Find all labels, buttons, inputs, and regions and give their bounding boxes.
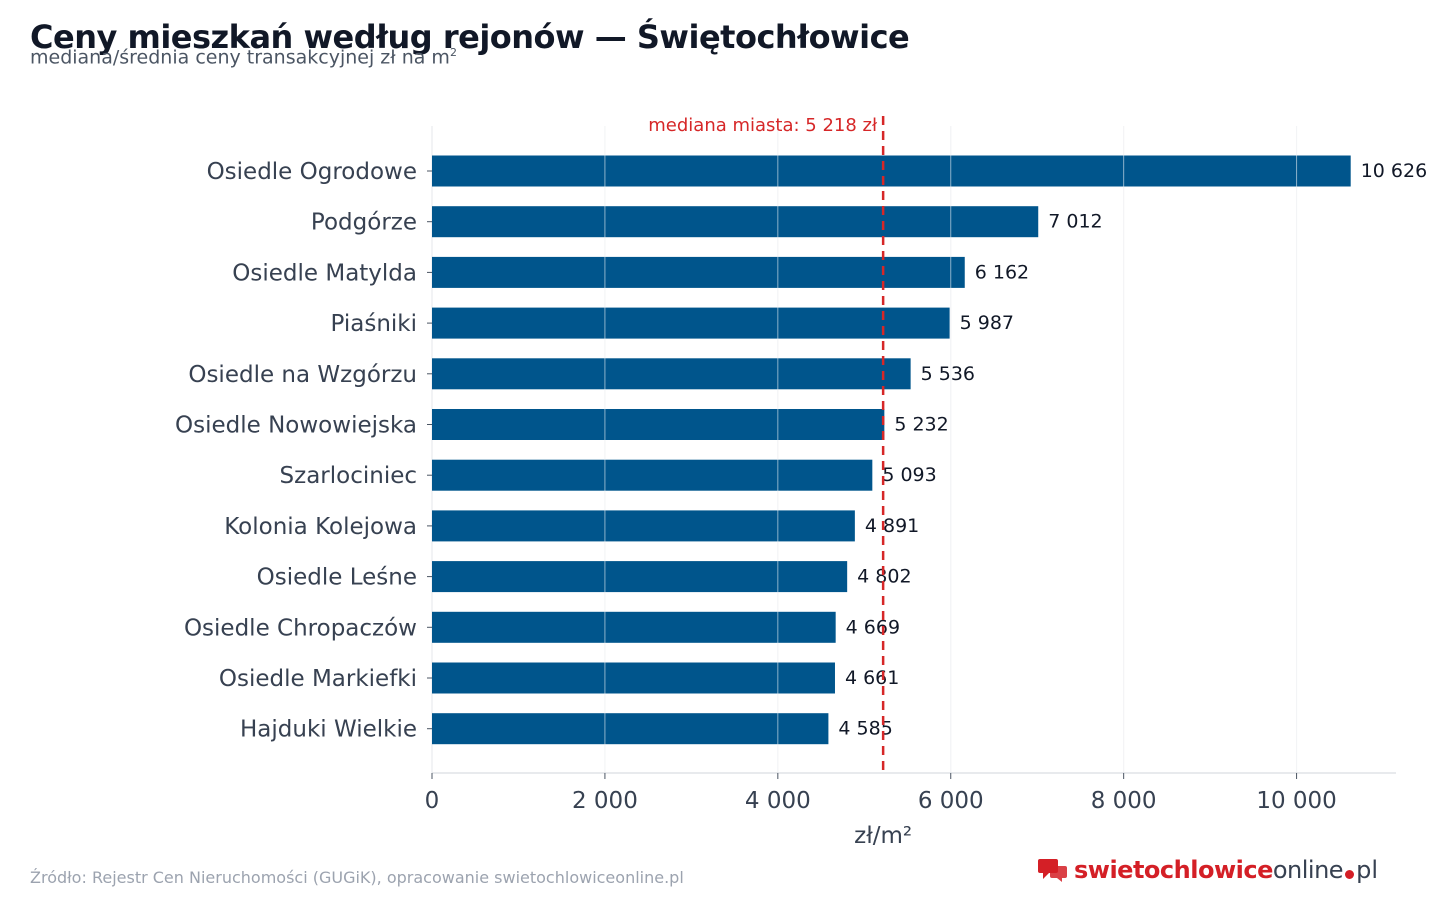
category-label: Piaśniki — [330, 311, 417, 337]
chart-title: Ceny mieszkań według rejonów — Świętochł… — [30, 18, 910, 56]
category-label: Hajduki Wielkie — [240, 717, 417, 743]
value-label: 5 232 — [894, 414, 948, 436]
x-tick-label: 0 — [425, 788, 440, 814]
category-label: Osiedle Markiefki — [219, 666, 417, 692]
value-labels: 10 626 7 012 6 162 5 987 5 536 5 232 5 093 4 89… — [838, 160, 1427, 740]
value-label: 4 661 — [845, 667, 899, 689]
y-axis-labels: Osiedle Ogrodowe Podgórze Osiedle Matylda P… — [175, 159, 432, 743]
chat-bubbles-icon — [1038, 859, 1067, 882]
category-label: Szarlociniec — [280, 463, 417, 489]
category-label: Osiedle Matylda — [232, 260, 417, 286]
source-note: Źródło: Rejestr Cen Nieruchomości (GUGiK… — [30, 868, 684, 887]
bar — [432, 409, 885, 440]
site-logo: swietochlowice online pl — [1038, 852, 1378, 888]
x-tick-label: 6 000 — [918, 788, 984, 814]
value-label: 4 669 — [846, 616, 900, 638]
bar — [432, 358, 911, 390]
bar — [432, 155, 1351, 187]
x-tick-label: 4 000 — [745, 788, 811, 814]
logo-text-online: online — [1272, 856, 1344, 884]
chart-subtitle-text: mediana/średnia ceny transakcyjnej zł na… — [30, 46, 450, 69]
value-label: 4 585 — [838, 718, 892, 740]
category-label: Osiedle Ogrodowe — [207, 159, 417, 185]
value-label: 5 987 — [960, 312, 1014, 334]
value-label: 6 162 — [975, 261, 1029, 283]
x-tick-label: 2 000 — [572, 788, 638, 814]
reference-line-label: mediana miasta: 5 218 zł — [648, 115, 878, 136]
category-label: Podgórze — [311, 210, 417, 236]
bar — [432, 561, 848, 593]
logo-text-tld: pl — [1356, 856, 1378, 884]
bar — [432, 256, 965, 288]
logo-text-main: swietochlowice — [1074, 856, 1273, 884]
x-axis: 0 2 000 4 000 6 000 8 000 10 000 zł/m² — [425, 772, 1396, 849]
category-label: Osiedle Leśne — [257, 565, 417, 591]
reference-line-group: mediana miasta: 5 218 zł — [648, 115, 885, 773]
bar — [432, 307, 950, 339]
category-label: Osiedle na Wzgórzu — [188, 362, 417, 388]
bar — [432, 510, 855, 542]
x-tick-label: 10 000 — [1256, 788, 1336, 814]
bar — [432, 206, 1039, 238]
value-label: 7 012 — [1048, 211, 1102, 233]
value-label: 4 891 — [865, 515, 919, 537]
bar — [432, 459, 873, 491]
x-axis-title: zł/m² — [854, 823, 912, 849]
value-label: 5 536 — [921, 363, 975, 385]
x-tick-label: 8 000 — [1091, 788, 1157, 814]
bar — [432, 662, 835, 694]
chart-subtitle: mediana/średnia ceny transakcyjnej zł na… — [30, 46, 457, 68]
logo-dot — [1345, 869, 1355, 879]
bar — [432, 713, 829, 745]
category-label: Osiedle Nowowiejska — [175, 413, 417, 439]
value-label: 5 093 — [882, 464, 936, 486]
category-label: Osiedle Chropaczów — [184, 615, 417, 641]
bar — [432, 611, 836, 643]
value-label: 4 802 — [857, 566, 911, 588]
bars — [432, 126, 1351, 773]
value-label: 10 626 — [1361, 160, 1427, 182]
chart-subtitle-sup: 2 — [449, 46, 457, 59]
category-label: Kolonia Kolejowa — [224, 514, 417, 540]
